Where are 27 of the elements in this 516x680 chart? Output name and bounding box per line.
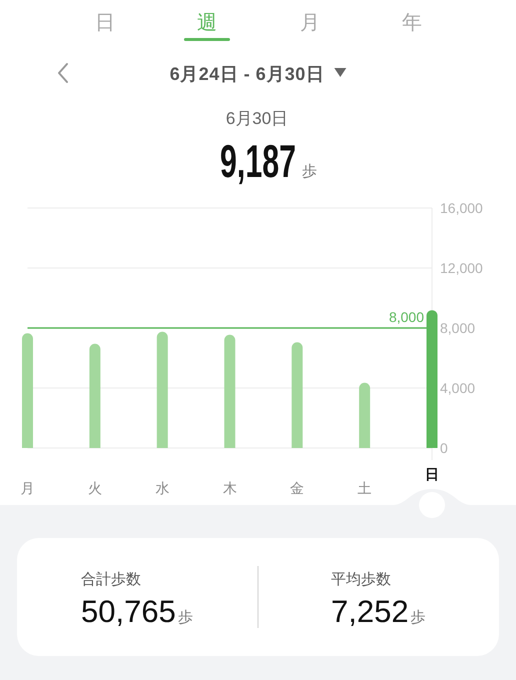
x-tick-label: 火 bbox=[88, 480, 102, 496]
x-tick-label: 水 bbox=[155, 480, 170, 496]
annotation: 年 bbox=[402, 12, 422, 34]
x-tick-label: 土 bbox=[358, 480, 372, 496]
y-tick-label: 12,000 bbox=[440, 260, 483, 276]
y-tick-label: 0 bbox=[440, 440, 448, 456]
annotation: 歩 bbox=[178, 609, 193, 626]
annotation: 6月30日 bbox=[226, 109, 288, 128]
annotation: 月 bbox=[300, 12, 320, 34]
y-tick-label: 8,000 bbox=[440, 320, 476, 336]
title: 6月24日 - 6月30日 bbox=[170, 64, 324, 84]
annotation: 50,765 bbox=[81, 594, 176, 629]
annotation: 週 bbox=[197, 12, 217, 34]
annotation: 平均歩数 bbox=[331, 571, 391, 588]
annotation: 合計歩数 bbox=[81, 571, 141, 588]
y-tick-label: 4,000 bbox=[440, 380, 476, 396]
annotation: 歩 bbox=[302, 163, 317, 180]
annotation: 9,187 bbox=[220, 136, 296, 188]
x-tick-label: 日 bbox=[425, 466, 439, 482]
annotation: 7,252 bbox=[331, 594, 409, 629]
ref-line-label: 8,000 bbox=[388, 309, 424, 325]
x-tick-label: 木 bbox=[222, 480, 237, 496]
y-tick-label: 16,000 bbox=[440, 200, 483, 216]
x-tick-label: 金 bbox=[290, 480, 304, 496]
annotation: 歩 bbox=[410, 609, 426, 626]
annotation: 日 bbox=[95, 12, 115, 34]
x-tick-label: 月 bbox=[20, 480, 34, 496]
